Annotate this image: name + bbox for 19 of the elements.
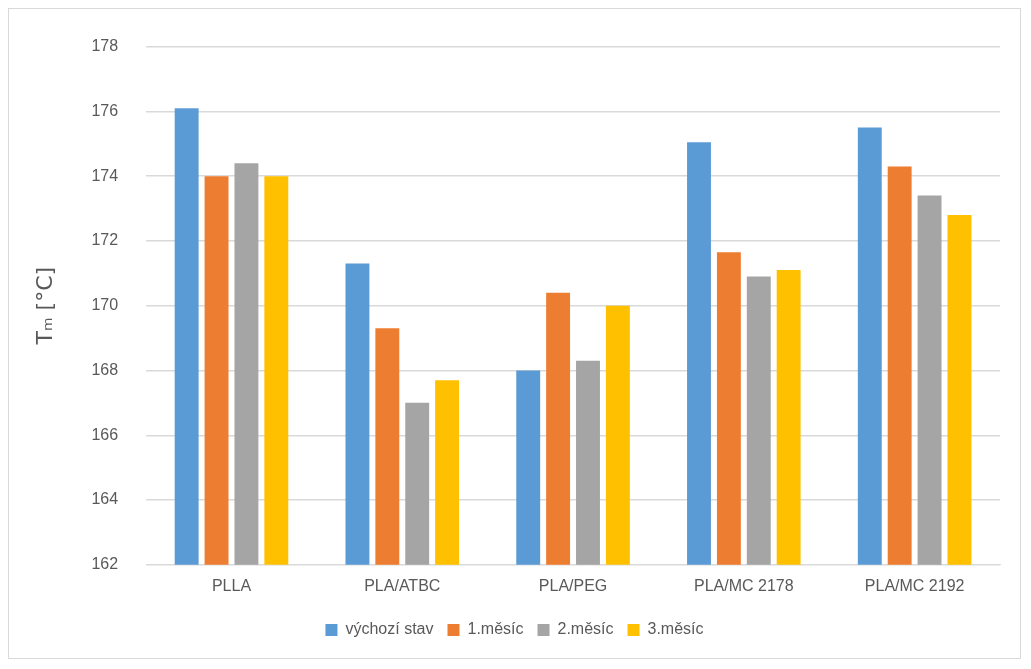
y-tick-label: 174 xyxy=(91,166,119,184)
y-tick-label: 172 xyxy=(91,231,119,249)
x-tick-label: PLA/MC 2178 xyxy=(694,576,794,594)
x-tick-label: PLA/ATBC xyxy=(364,576,441,594)
x-tick-label: PLLA xyxy=(211,576,252,594)
legend-label: 1.měsíc xyxy=(467,620,524,638)
y-tick-label: 168 xyxy=(91,360,119,378)
y-tick-label: 166 xyxy=(91,425,119,443)
y-tick-label: 170 xyxy=(91,296,119,314)
legend-label: výchozí stav xyxy=(345,620,434,638)
y-tick-label: 178 xyxy=(91,37,119,55)
x-tick-label: PLA/MC 2192 xyxy=(864,576,965,594)
x-tick-label: PLA/PEG xyxy=(538,576,608,594)
y-axis-title: Tₘ [°C] xyxy=(31,266,57,346)
legend-label: 3.měsíc xyxy=(647,620,704,638)
y-tick-label: 176 xyxy=(91,101,119,119)
legend-label: 2.měsíc xyxy=(557,620,614,638)
y-tick-label: 164 xyxy=(91,490,119,508)
y-tick-label: 162 xyxy=(91,555,119,573)
